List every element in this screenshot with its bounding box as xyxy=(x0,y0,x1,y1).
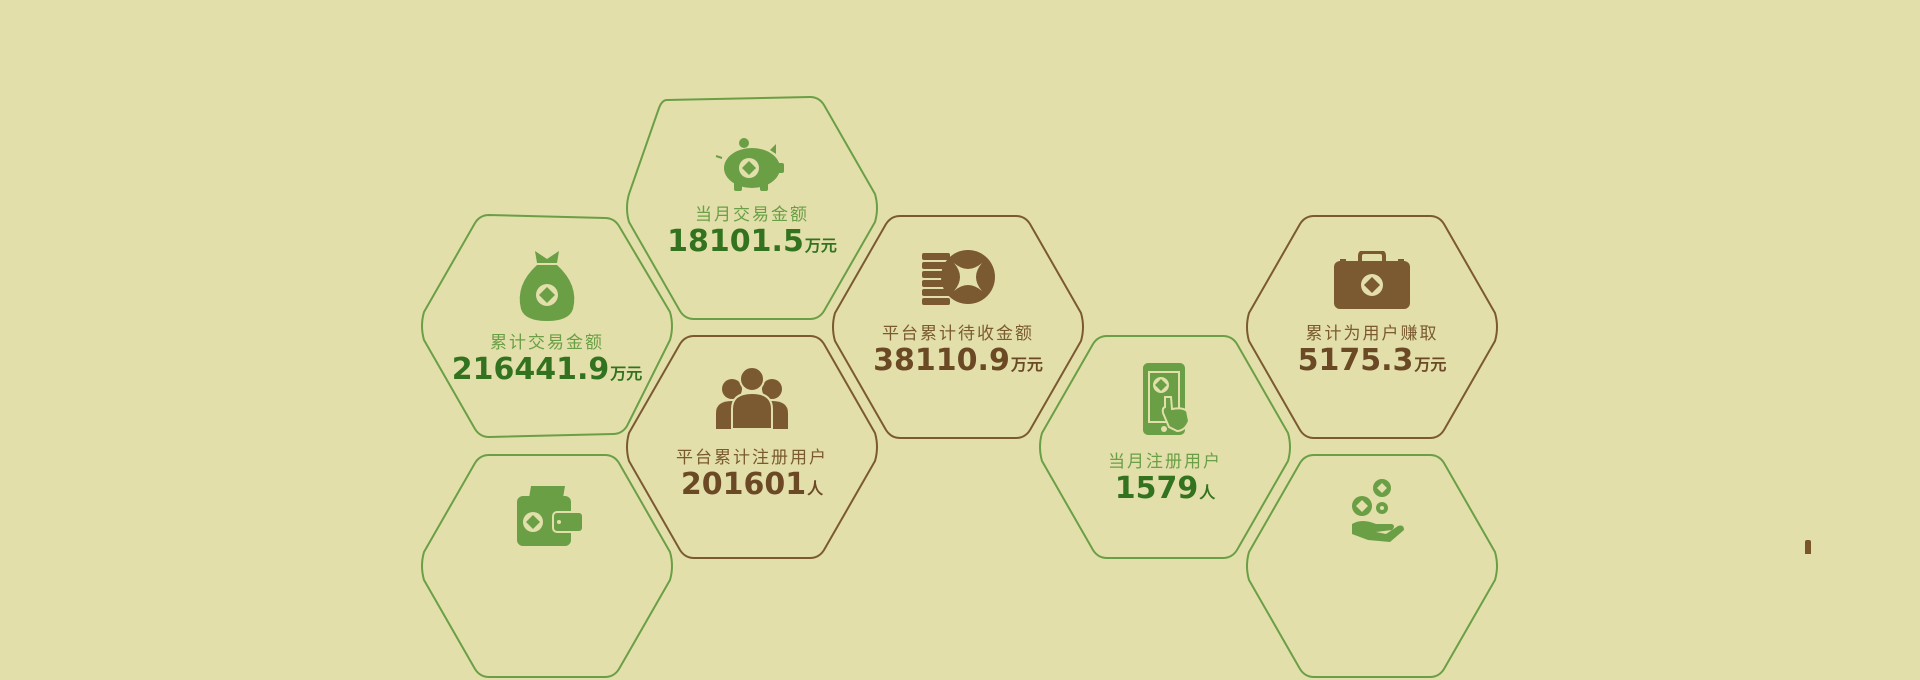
stat-unit: 万元 xyxy=(804,236,837,255)
hex-hand-coins-partial xyxy=(1242,452,1502,680)
side-marker xyxy=(1805,540,1811,554)
stat-number: 216441.9 xyxy=(451,352,610,387)
stat-value: 201601人 xyxy=(622,467,882,502)
stat-number: 5175.3 xyxy=(1297,343,1414,378)
stat-number: 38110.9 xyxy=(873,343,1010,378)
hex-pending-collection: 平台累计待收金额 38110.9万元 xyxy=(828,213,1088,441)
users-group-icon xyxy=(712,365,792,429)
stat-unit: 人 xyxy=(807,479,824,498)
stat-unit: 万元 xyxy=(1414,355,1447,374)
stat-number: 201601 xyxy=(680,467,807,502)
coin-stack-icon xyxy=(918,247,998,311)
briefcase-icon xyxy=(1332,251,1412,315)
stat-value: 1579人 xyxy=(1035,471,1295,506)
stats-board: 当月交易金额 18101.5万元 累计交易金额 216441.9万元 xyxy=(417,94,1811,678)
stat-value: 216441.9万元 xyxy=(417,352,677,387)
stat-number: 18101.5 xyxy=(667,224,804,259)
stat-label: 累计为用户赚取 xyxy=(1305,324,1439,344)
stat-value: 18101.5万元 xyxy=(622,224,882,259)
hex-total-volume: 累计交易金额 216441.9万元 xyxy=(417,212,677,440)
stat-label: 当月注册用户 xyxy=(1108,452,1222,472)
hex-outline xyxy=(1246,215,1498,439)
hex-wallet-partial xyxy=(417,452,677,680)
wallet-icon xyxy=(507,482,587,546)
stat-value: 38110.9万元 xyxy=(828,343,1088,378)
hand-coins-icon xyxy=(1332,478,1412,542)
hex-monthly-volume: 当月交易金额 18101.5万元 xyxy=(622,94,882,322)
stat-unit: 万元 xyxy=(610,364,643,383)
hex-outline xyxy=(832,215,1084,439)
piggy-bank-icon xyxy=(712,130,792,194)
stat-label: 累计交易金额 xyxy=(490,333,604,353)
stat-unit: 万元 xyxy=(1010,355,1043,374)
money-bag-icon xyxy=(507,248,587,321)
hex-registered-users: 平台累计注册用户 201601人 xyxy=(622,333,882,561)
stat-unit: 人 xyxy=(1199,483,1216,502)
stat-number: 1579 xyxy=(1114,471,1199,506)
stat-label: 当月交易金额 xyxy=(695,205,809,225)
stat-label: 平台累计注册用户 xyxy=(676,448,828,468)
stat-value: 5175.3万元 xyxy=(1242,343,1502,378)
hex-outline xyxy=(626,95,878,320)
phone-touch-icon xyxy=(1125,361,1205,437)
hex-outline xyxy=(421,213,673,439)
stat-label: 平台累计待收金额 xyxy=(882,324,1034,344)
hex-total-earnings: 累计为用户赚取 5175.3万元 xyxy=(1242,213,1502,441)
